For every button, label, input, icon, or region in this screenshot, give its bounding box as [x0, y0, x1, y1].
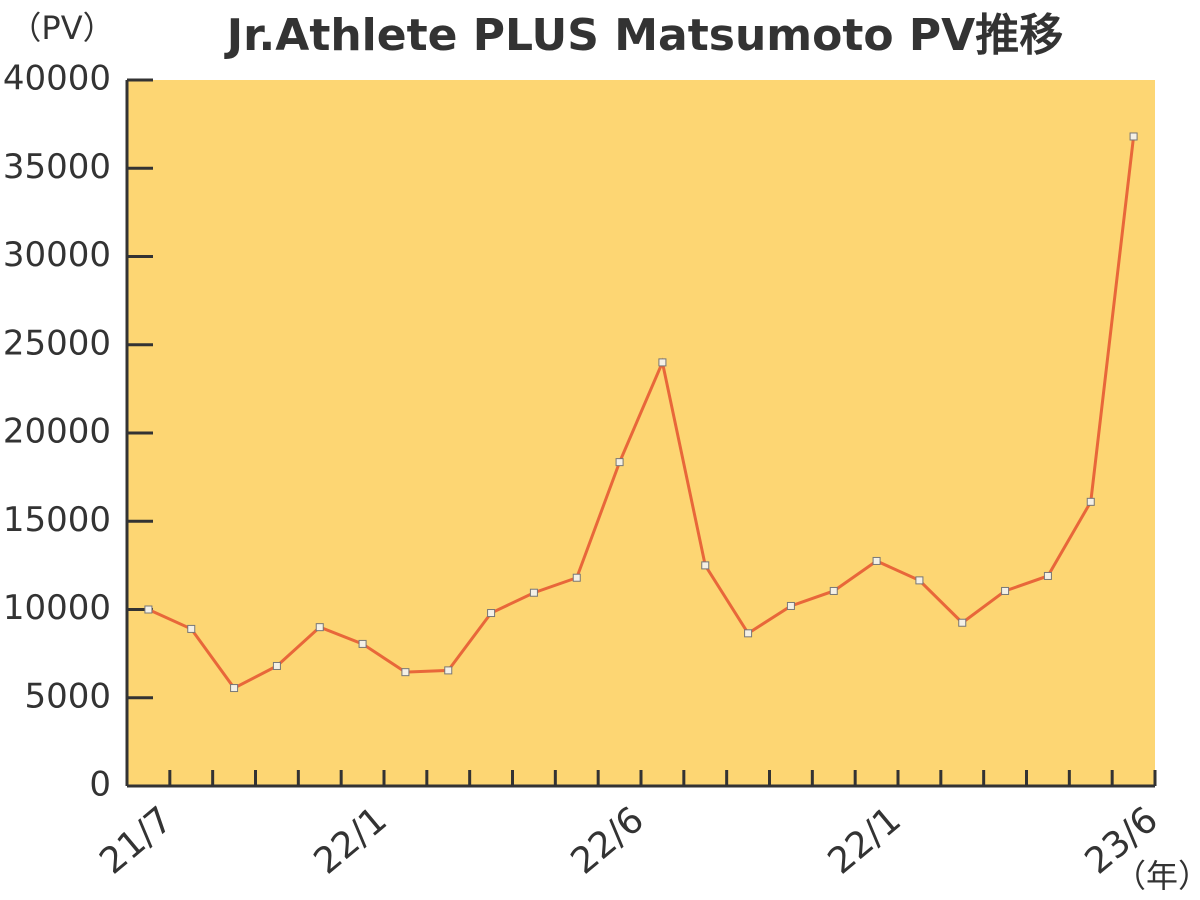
line	[147, 136, 1136, 690]
x-tick-label: 22/1	[307, 799, 395, 882]
y-tick-label: 10000	[3, 588, 111, 628]
marker	[187, 624, 196, 633]
marker	[401, 668, 410, 677]
marker	[1001, 586, 1010, 595]
marker	[230, 684, 239, 693]
y-tick-label: 5000	[24, 676, 111, 716]
marker	[487, 609, 496, 618]
marker	[1043, 571, 1052, 580]
x-tick-label: 21/7	[92, 799, 180, 882]
chart-title: Jr.Athlete PLUS Matsumoto PV推移	[224, 10, 1063, 61]
y-tick-label: 25000	[3, 323, 111, 363]
x-tick-label: 22/6	[564, 799, 652, 882]
marker	[658, 358, 667, 367]
x-tick-label: 22/1	[821, 799, 909, 882]
marker	[615, 458, 624, 467]
y-tick-label: 0	[89, 765, 111, 805]
y-tick-label: 20000	[3, 412, 111, 452]
marker	[444, 666, 453, 675]
marker	[272, 661, 281, 670]
marker	[315, 623, 324, 632]
marker	[358, 639, 367, 648]
y-tick-label: 15000	[3, 500, 111, 540]
marker	[958, 618, 967, 627]
plot-area	[127, 80, 1155, 786]
marker	[572, 573, 581, 582]
marker	[701, 561, 710, 570]
marker	[1086, 497, 1095, 506]
marker	[915, 576, 924, 585]
y-tick-label: 40000	[3, 59, 111, 99]
marker	[786, 601, 795, 610]
marker	[144, 605, 153, 614]
y-tick-label: 30000	[3, 235, 111, 275]
x-axis-label: （年）	[1114, 857, 1200, 895]
marker	[1129, 132, 1138, 141]
marker	[529, 588, 538, 597]
y-tick-label: 35000	[3, 147, 111, 187]
marker	[829, 586, 838, 595]
marker	[744, 629, 753, 638]
y-axis-label: （PV）	[9, 9, 114, 47]
marker	[872, 556, 881, 565]
